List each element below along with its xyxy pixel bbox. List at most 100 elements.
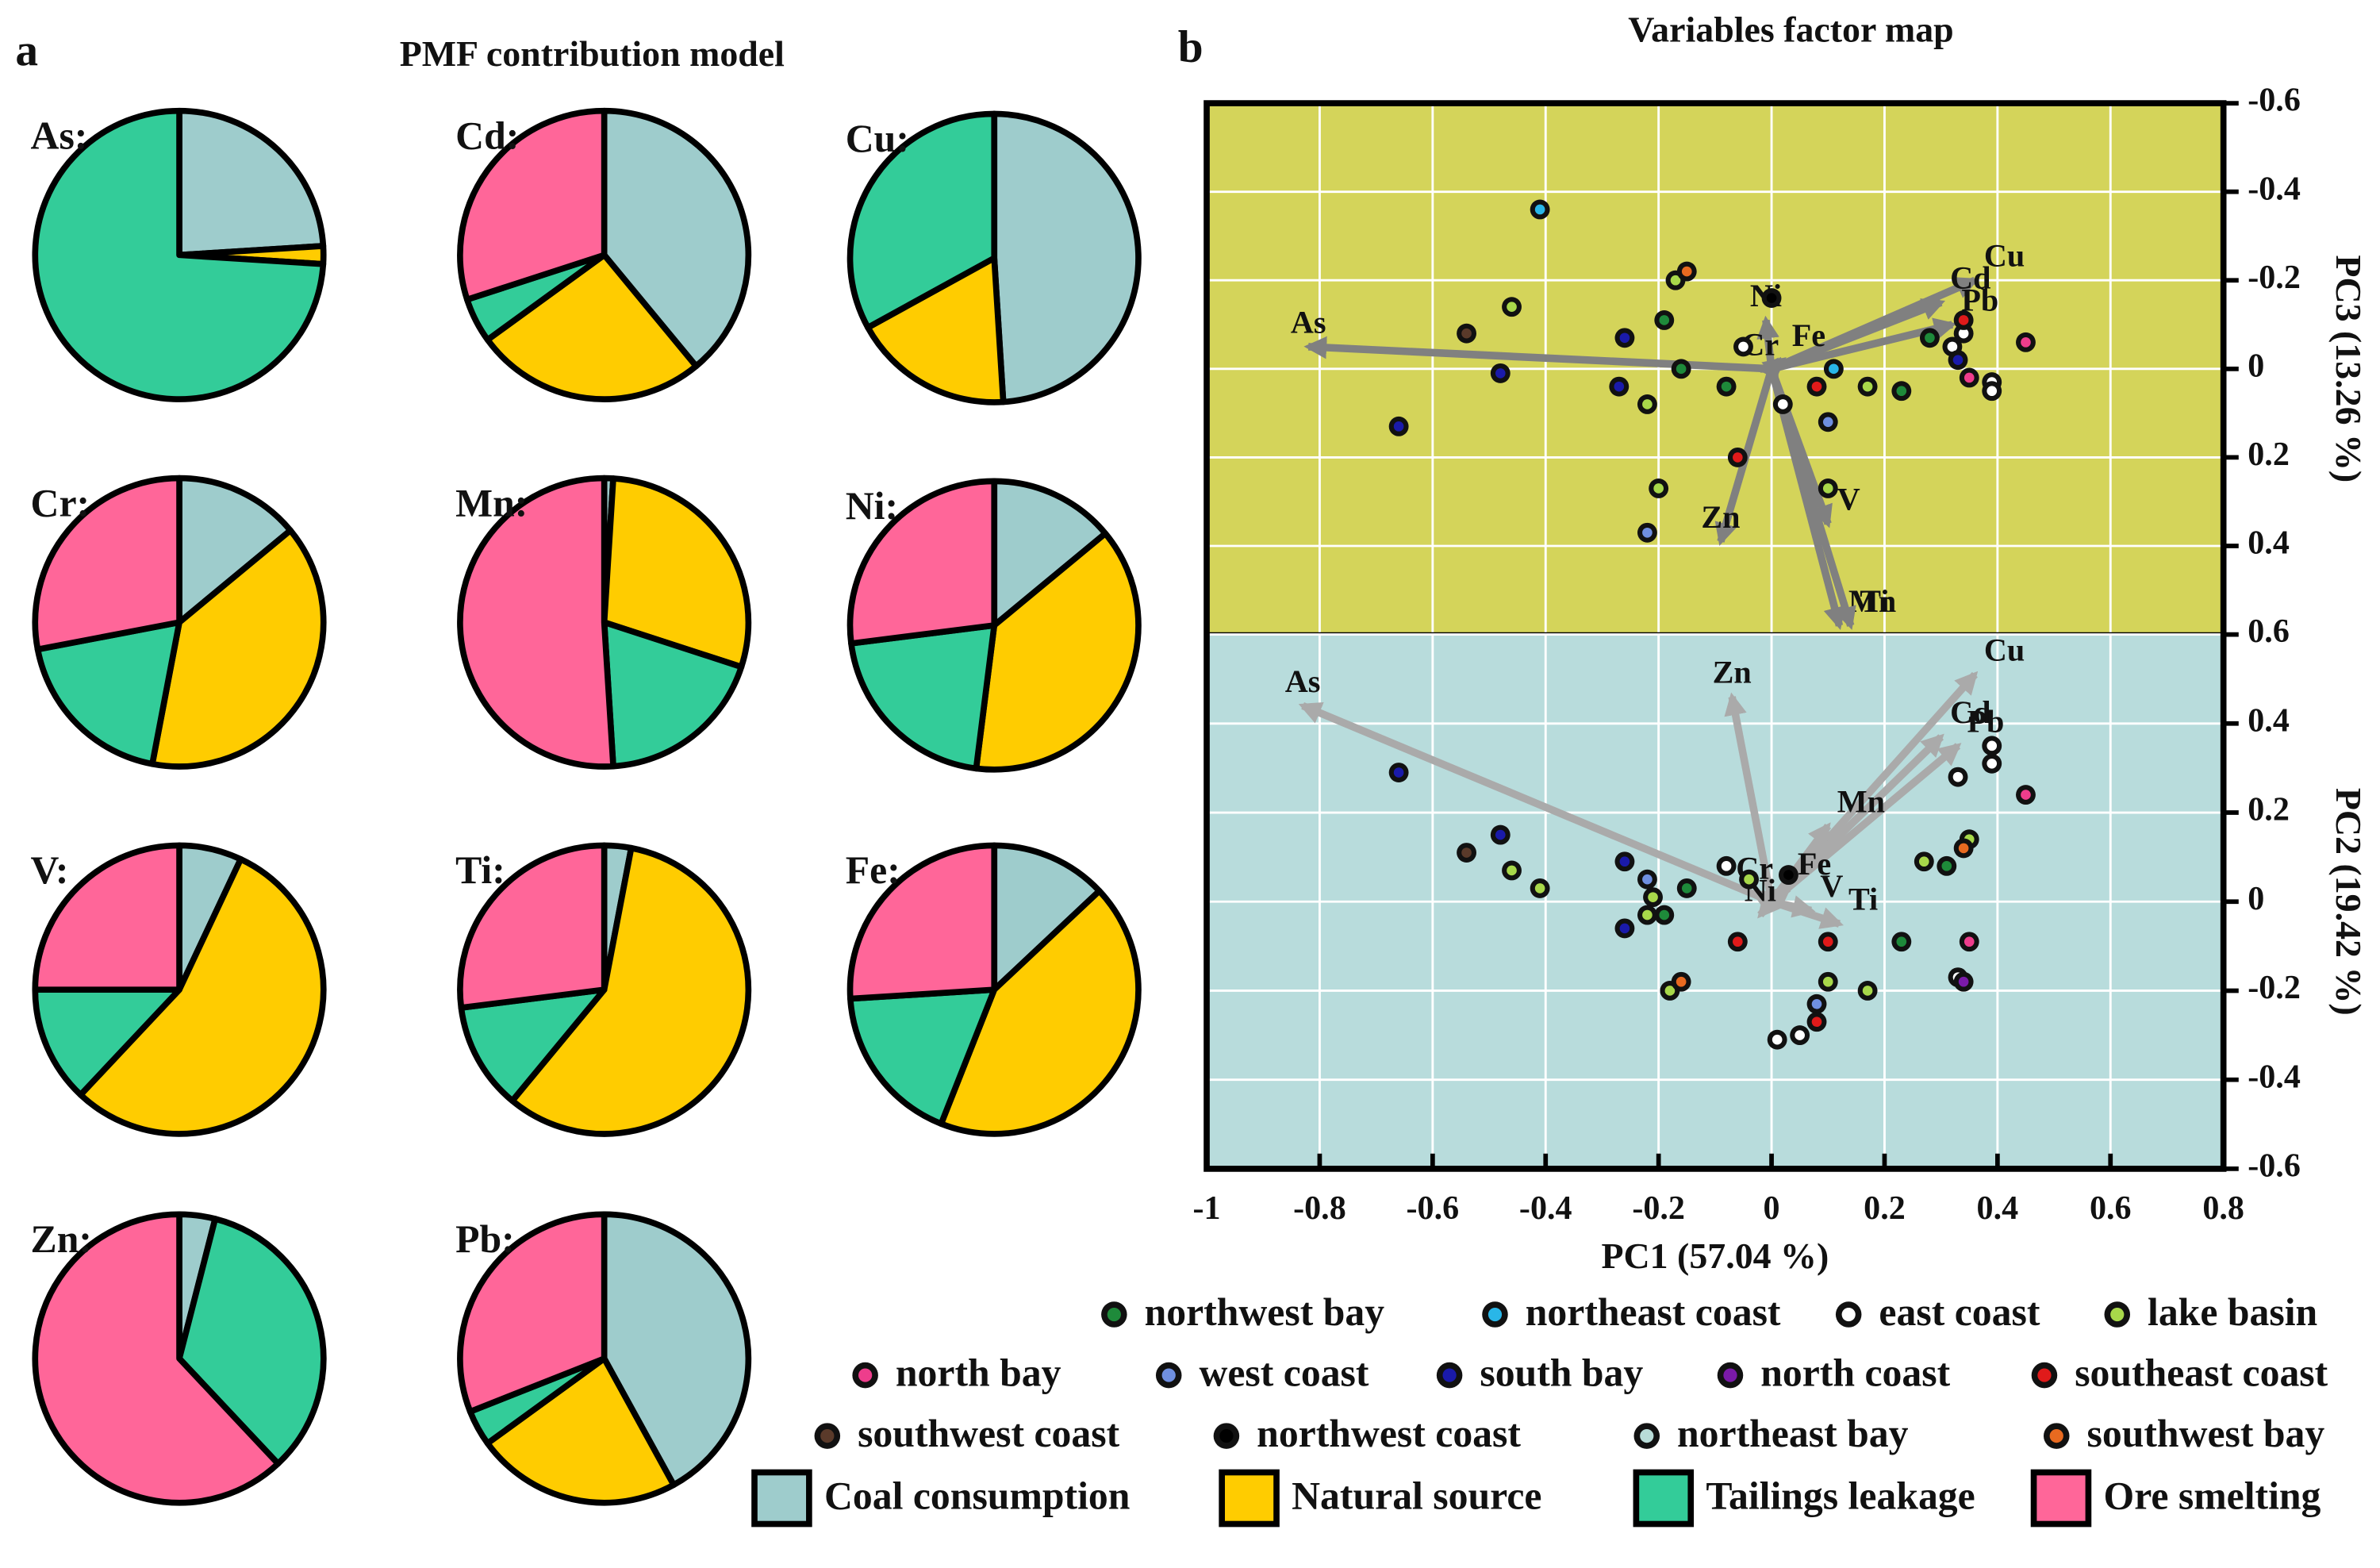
point-core [1964, 936, 1975, 947]
y-tick-label: -0.6 [2248, 1148, 2301, 1185]
score-point [1654, 905, 1675, 925]
point-core [1958, 328, 1969, 339]
score-point [1671, 359, 1691, 379]
score-point [1727, 447, 1748, 467]
point-core [1507, 302, 1517, 313]
loading-label: V [1837, 482, 1860, 517]
point-core [1534, 883, 1545, 894]
score-point [1937, 855, 1957, 876]
pie-label: As: [31, 113, 88, 157]
plot-frame [1203, 100, 2227, 1172]
score-point [1953, 971, 1974, 992]
point-core [1772, 1034, 1783, 1045]
y-tick-label: -0.4 [2248, 1059, 2301, 1095]
point-core [1495, 368, 1506, 379]
point-core [1681, 266, 1692, 277]
loading-arrow [1768, 743, 1962, 905]
score-point [1891, 381, 1912, 402]
legend-core [2037, 1368, 2052, 1382]
legend-label: west coast [1199, 1351, 1368, 1394]
legend-label: northeast coast [1526, 1290, 1781, 1334]
loading-label: Fe [1798, 846, 1831, 882]
pie-slice [601, 1211, 752, 1489]
pie-label: Fe: [846, 848, 900, 892]
score-point [1818, 478, 1838, 498]
pie-slice [601, 107, 752, 370]
point-core [1829, 363, 1839, 375]
loading-label: Pb [1967, 703, 2004, 739]
point-core [1958, 315, 1969, 325]
legend-swatch [1219, 1469, 1280, 1528]
pie-slice [32, 842, 182, 993]
point-core [1952, 355, 1964, 365]
legend-label: Natural source [1292, 1474, 1541, 1517]
x-tick-label: -0.6 [1407, 1190, 1460, 1227]
score-point [2016, 332, 2036, 352]
pie-label: Pb: [455, 1217, 515, 1261]
point-core [1896, 936, 1907, 947]
pie-label: Zn: [31, 1217, 92, 1261]
point-core [1795, 1030, 1805, 1040]
point-core [1721, 861, 1732, 871]
loading-label: Cd [1950, 694, 1990, 730]
loading-label: V [1820, 868, 1843, 904]
pie-slice [176, 107, 327, 259]
point-core [1721, 381, 1732, 392]
point-core [1393, 421, 1404, 432]
pie-slice [77, 855, 327, 1137]
point-core [1676, 363, 1687, 375]
legend-label: northwest bay [1145, 1290, 1385, 1334]
x-tick-label: -0.4 [1519, 1190, 1572, 1227]
pie-slice [484, 252, 700, 402]
score-point [1857, 376, 1878, 397]
score-point [1982, 736, 2002, 756]
legend-core [820, 1428, 835, 1443]
pie-slice [509, 844, 752, 1137]
point-core [1822, 976, 1833, 987]
score-point [1676, 878, 1697, 898]
point-core [1987, 386, 1998, 397]
score-point [1857, 981, 1878, 1001]
score-point [1637, 869, 1657, 890]
pie-slice [991, 478, 1109, 628]
point-core [1811, 998, 1822, 1009]
point-core [1614, 381, 1625, 392]
point-core [1642, 399, 1653, 409]
legend-swatch [1633, 1469, 1695, 1528]
legend-label: Coal consumption [824, 1474, 1130, 1517]
point-core [1642, 527, 1653, 538]
score-point [1727, 932, 1748, 952]
point-core [1461, 328, 1472, 339]
loading-arrow [1770, 897, 1844, 929]
pie-slice [848, 622, 998, 772]
point-core [1461, 847, 1472, 858]
pie-label: Cr: [31, 481, 90, 525]
loading-arrow [1303, 336, 1772, 373]
pie-slice [34, 619, 182, 767]
pie-slice [846, 478, 998, 647]
score-point [1806, 1012, 1827, 1032]
chart-title: PMF contribution model [400, 33, 785, 74]
score-point [1643, 887, 1663, 908]
loading-label: As [1291, 304, 1326, 340]
score-point [1767, 1029, 1787, 1050]
pie-slice [457, 1211, 608, 1415]
legend-label: southwest coast [858, 1412, 1120, 1455]
legend-core [1488, 1307, 1503, 1322]
score-point [1637, 522, 1657, 543]
point-core [1941, 861, 1952, 871]
pie-slice [846, 110, 998, 331]
score-point [1649, 478, 1669, 498]
point-core [1619, 923, 1630, 934]
loading-arrow [1757, 894, 1781, 919]
point-core [1659, 909, 1670, 920]
score-point [1948, 350, 1968, 371]
score-point [1654, 310, 1675, 330]
score-point [1388, 416, 1409, 436]
legend-label: northeast bay [1677, 1412, 1909, 1455]
point-core [1862, 986, 1873, 996]
pie-slice [865, 255, 1007, 405]
pie-slice [457, 842, 608, 1011]
score-point [1733, 336, 1753, 357]
score-point [1676, 261, 1697, 282]
